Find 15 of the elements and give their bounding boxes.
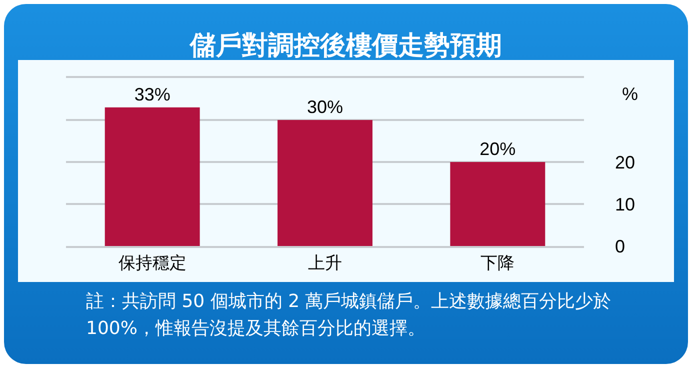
text: 註：共訪問 50 個城市的 2 萬戶城鎮儲戶。上述數據總百分比少於 100%，惟報告沒提及其餘百分比的選擇。 (86, 290, 612, 341)
data-label: 20% (480, 139, 516, 159)
bar (278, 120, 372, 246)
y-tick-label: 10 (615, 194, 636, 214)
data-label: 33% (134, 84, 170, 104)
x-tick-label: 上升 (308, 250, 342, 274)
bar (104, 107, 200, 246)
x-tick-label: 下降 (480, 250, 515, 274)
y-tick-label: 20 (615, 152, 636, 172)
y-axis-title: % (622, 84, 638, 104)
y-tick-label: 0 (615, 236, 626, 256)
data-label: 30% (306, 97, 344, 117)
x-tick-label: 保持穩定 (118, 250, 186, 274)
bar (450, 162, 546, 246)
chart-title: 儲戶對調控後樓價走勢預期 (188, 30, 503, 63)
